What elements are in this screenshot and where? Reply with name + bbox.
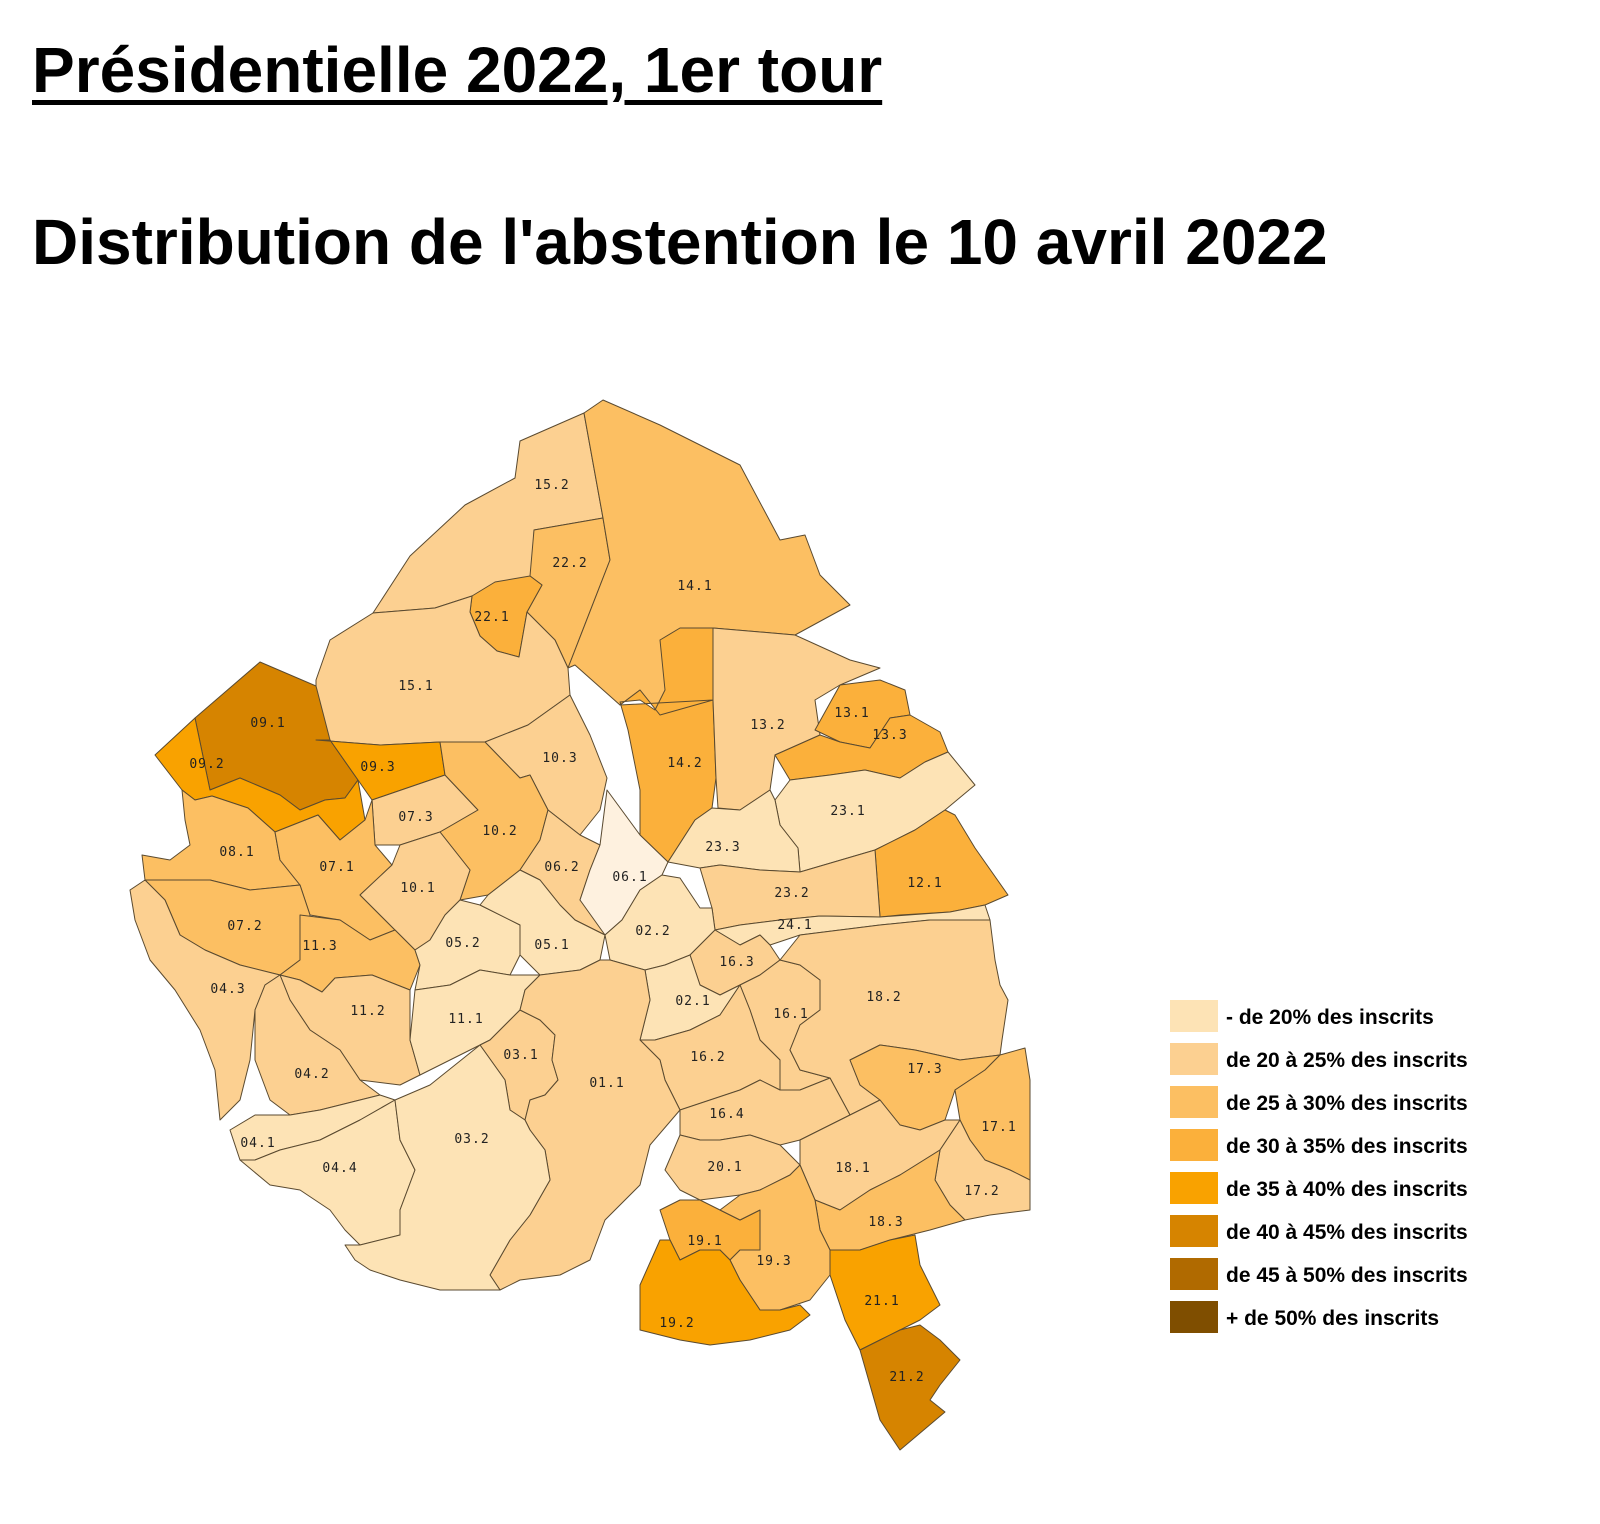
district-label: 09.3: [360, 760, 395, 775]
district-label: 18.2: [866, 990, 901, 1005]
district-19.2: [639, 1239, 811, 1346]
district-label: 10.2: [482, 824, 517, 839]
district-label: 06.1: [612, 870, 647, 885]
district-label: 23.2: [774, 886, 809, 901]
legend-label: de 30 à 35% des inscrits: [1226, 1135, 1468, 1158]
legend-label: de 20 à 25% des inscrits: [1226, 1049, 1468, 1072]
district-label: 02.1: [675, 994, 710, 1009]
district-21.1: [829, 1234, 941, 1351]
district-label: 19.3: [756, 1254, 791, 1269]
district-label: 12.1: [907, 876, 942, 891]
district-label: 14.2: [667, 756, 702, 771]
district-label: 18.3: [868, 1215, 903, 1230]
district-label: 04.4: [322, 1161, 357, 1176]
district-label: 16.3: [719, 955, 754, 970]
district-label: 02.2: [635, 924, 670, 939]
legend-label: de 45 à 50% des inscrits: [1226, 1264, 1468, 1287]
district-label: 23.3: [705, 840, 740, 855]
district-label: 21.2: [889, 1370, 924, 1385]
district-label: 08.1: [219, 845, 254, 860]
district-04.3: [129, 879, 281, 1121]
page-title: Présidentielle 2022, 1er tour: [32, 34, 883, 106]
district-label: 11.3: [302, 939, 337, 954]
district-19.3: [719, 1164, 831, 1311]
district-label: 15.2: [534, 478, 569, 493]
district-label: 16.4: [709, 1107, 744, 1122]
district-label: 20.1: [707, 1160, 742, 1175]
legend-swatch: [1170, 1129, 1218, 1161]
district-label: 16.2: [690, 1050, 725, 1065]
district-label: 09.1: [250, 716, 285, 731]
district-label: 18.1: [835, 1161, 870, 1176]
district-label: 03.1: [503, 1048, 538, 1063]
legend-swatch: [1170, 1043, 1218, 1075]
district-label: 11.1: [448, 1012, 483, 1027]
district-label: 13.2: [750, 718, 785, 733]
district-label: 16.1: [773, 1007, 808, 1022]
district-label: 10.3: [542, 751, 577, 766]
district-label: 21.1: [864, 1294, 899, 1309]
legend-label: - de 20% des inscrits: [1226, 1006, 1434, 1029]
district-label: 13.1: [834, 706, 869, 721]
district-label: 05.1: [534, 938, 569, 953]
district-01.1: [489, 959, 681, 1291]
district-label: 04.1: [240, 1136, 275, 1151]
legend-label: + de 50% des inscrits: [1226, 1307, 1440, 1330]
district-label: 17.3: [907, 1062, 942, 1077]
district-03.2: [344, 1044, 551, 1291]
legend-label: de 25 à 30% des inscrits: [1226, 1092, 1468, 1115]
district-label: 01.1: [589, 1076, 624, 1091]
district-label: 23.1: [830, 804, 865, 819]
district-04.2: [254, 974, 381, 1116]
district-label: 05.2: [445, 936, 480, 951]
district-label: 03.2: [454, 1132, 489, 1147]
district-label: 22.1: [474, 610, 509, 625]
district-label: 19.2: [659, 1316, 694, 1331]
legend-swatch: [1170, 1000, 1218, 1032]
district-label: 06.2: [544, 860, 579, 875]
district-label: 04.2: [294, 1067, 329, 1082]
legend-swatch: [1170, 1172, 1218, 1204]
district-label: 11.2: [350, 1004, 385, 1019]
district-21.2: [859, 1324, 961, 1451]
district-label: 09.2: [189, 757, 224, 772]
district-label: 15.1: [398, 679, 433, 694]
district-label: 19.1: [687, 1234, 722, 1249]
district-label: 13.3: [872, 728, 907, 743]
legend-swatch: [1170, 1086, 1218, 1118]
district-label: 07.2: [227, 919, 262, 934]
district-label: 14.1: [677, 579, 712, 594]
district-label: 17.1: [981, 1120, 1016, 1135]
legend-label: de 40 à 45% des inscrits: [1226, 1221, 1468, 1244]
district-label: 07.1: [319, 860, 354, 875]
district-label: 04.3: [210, 982, 245, 997]
district-label: 10.1: [400, 881, 435, 896]
legend-label: de 35 à 40% des inscrits: [1226, 1178, 1468, 1201]
map-subtitle: Distribution de l'abstention le 10 avril…: [32, 206, 1328, 278]
legend-swatch: [1170, 1301, 1218, 1333]
district-label: 24.1: [777, 918, 812, 933]
district-label: 22.2: [552, 556, 587, 571]
legend-swatch: [1170, 1215, 1218, 1247]
district-label: 17.2: [964, 1184, 999, 1199]
district-label: 07.3: [398, 810, 433, 825]
legend-swatch: [1170, 1258, 1218, 1290]
